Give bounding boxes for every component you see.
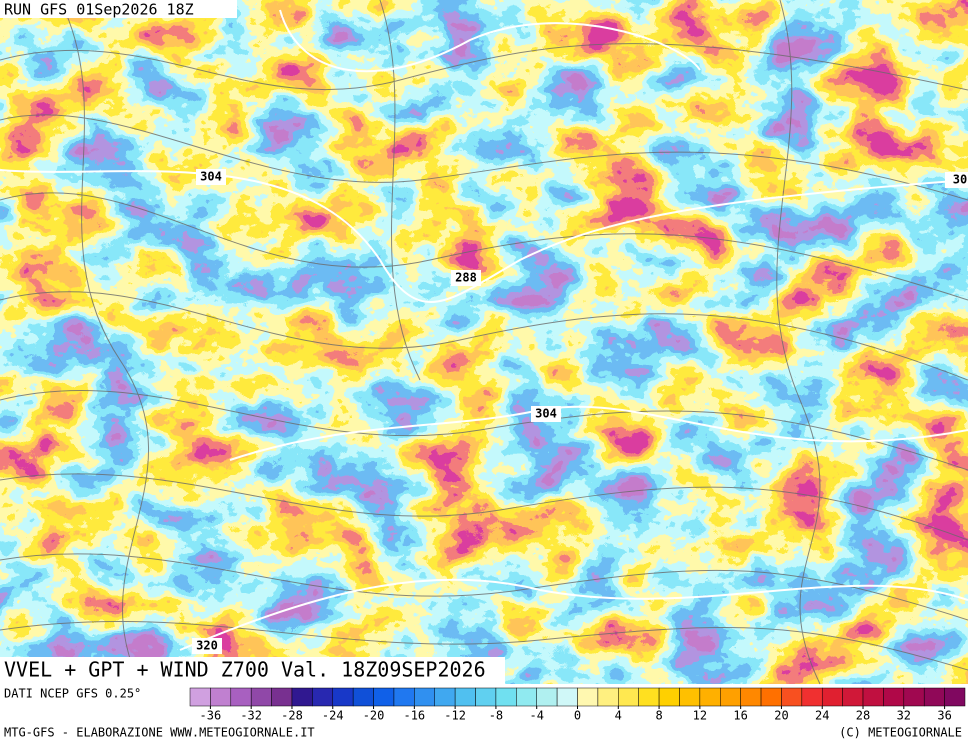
contour-label: 30	[953, 173, 967, 187]
colorbar-tick-label: -24	[322, 709, 344, 723]
colorbar-swatch	[230, 687, 252, 707]
colorbar-swatch	[312, 687, 334, 707]
colorbar-swatch	[189, 687, 211, 707]
run-label: RUN GFS 01Sep2026 18Z	[4, 1, 194, 19]
contour-label-bg	[196, 169, 226, 185]
colorbar-swatch	[618, 687, 639, 707]
contour-label: 304	[535, 407, 557, 421]
colorbar-swatch	[291, 687, 313, 707]
contour-label: 288	[455, 271, 477, 285]
contour-label-bg	[531, 406, 561, 422]
colorbar-tick-label: 16	[733, 709, 747, 723]
colorbar-tick-label: -12	[444, 709, 466, 723]
contour-label-bg	[192, 638, 222, 654]
colorbar-tick-label: -20	[363, 709, 385, 723]
colorbar-swatch	[760, 687, 782, 707]
vertical-velocity-field	[0, 0, 968, 684]
colorbar-swatch	[210, 687, 232, 707]
colorbar-swatch	[536, 687, 558, 707]
colorbar-swatch	[842, 687, 864, 707]
colorbar-tick-label: 24	[815, 709, 829, 723]
colorbar-swatch	[434, 687, 456, 707]
colorbar-swatch	[903, 687, 925, 707]
contour-label: 320	[196, 639, 218, 653]
colorbar-tick-label: 8	[655, 709, 662, 723]
colorbar-tick-label: 20	[774, 709, 788, 723]
colorbar-tick-label: 32	[897, 709, 911, 723]
colorbar-swatch	[699, 687, 721, 707]
colorbar-swatch	[475, 687, 497, 707]
wind-streamlines	[0, 0, 968, 685]
colorbar-swatch	[577, 687, 599, 707]
colorbar-swatch	[679, 687, 701, 707]
colorbar-swatch	[271, 687, 293, 707]
colorbar-swatch	[352, 687, 374, 707]
run-label-box	[0, 0, 237, 18]
contour-label-bg	[945, 172, 968, 188]
colorbar-swatch	[373, 687, 395, 707]
colorbar-swatch	[393, 687, 415, 707]
colorbar-swatch	[516, 687, 537, 707]
colorbar-tick-label: 28	[856, 709, 870, 723]
title-box	[0, 657, 505, 684]
colorbar-tick-label: -16	[403, 709, 425, 723]
colorbar-swatch	[944, 687, 966, 707]
map-title: VVEL + GPT + WIND Z700 Val. 18Z09SEP2026	[4, 658, 486, 682]
colorbar-tick-label: 12	[693, 709, 707, 723]
colorbar-swatch	[821, 687, 843, 707]
copyright: (C) METEOGIORNALE	[839, 726, 962, 740]
colorbar-swatch	[597, 687, 619, 707]
colorbar-swatch	[740, 687, 762, 707]
colorbar-swatch	[332, 687, 354, 707]
colorbar-swatch	[454, 687, 476, 707]
colorbar-swatch	[638, 687, 660, 707]
contour-label-bg	[451, 270, 481, 286]
colorbar-swatch	[414, 687, 435, 707]
colorbar: -36 -32 -28 -24 -20 -16 -12 -8 -4 0 4 8 12 16 20 24 28 32…	[189, 687, 966, 723]
colorbar-tick-label: 4	[615, 709, 622, 723]
colorbar-swatch	[923, 687, 945, 707]
colorbar-swatch	[862, 687, 884, 707]
colorbar-swatch	[781, 687, 803, 707]
colorbar-swatch	[883, 687, 905, 707]
colorbar-swatch	[720, 687, 741, 707]
colorbar-swatch	[658, 687, 680, 707]
colorbar-tick-label: -32	[240, 709, 262, 723]
credit: MTG-GFS - ELABORAZIONE WWW.METEOGIORNALE…	[4, 726, 315, 740]
colorbar-swatch	[495, 687, 517, 707]
colorbar-tick-label: -28	[281, 709, 303, 723]
colorbar-swatch	[556, 687, 578, 707]
contour-label: 304	[200, 170, 222, 184]
colorbar-swatch	[250, 687, 272, 707]
colorbar-tick-label: 0	[574, 709, 581, 723]
colorbar-tick-label: -36	[200, 709, 222, 723]
colorbar-tick-label: -4	[529, 709, 543, 723]
data-source: DATI NCEP GFS 0.25°	[4, 687, 141, 701]
colorbar-tick-label: -8	[489, 709, 503, 723]
contour-labels: 304 288 304 320 30	[192, 169, 968, 654]
colorbar-tick-label: 36	[937, 709, 951, 723]
colorbar-swatch	[801, 687, 823, 707]
